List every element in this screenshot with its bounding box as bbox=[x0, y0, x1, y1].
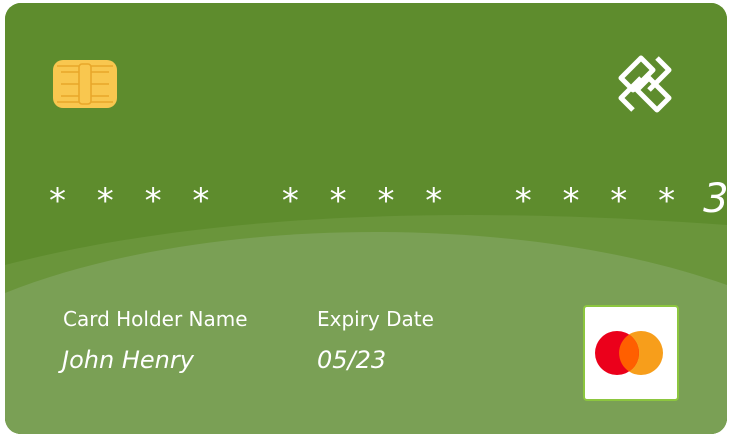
holder-name-label: Card Holder Name bbox=[63, 307, 248, 331]
credit-card: * * * * * * * * * * * * 3947 Card Holder… bbox=[5, 3, 727, 434]
card-number-last-four: 3947 bbox=[703, 176, 727, 222]
expiry-date-label: Expiry Date bbox=[317, 307, 434, 331]
card-background-wave bbox=[5, 3, 727, 434]
holder-name-value: John Henry bbox=[62, 346, 194, 374]
mastercard-badge bbox=[583, 305, 679, 401]
card-number-mask: * * * * * * * * * * * * bbox=[49, 181, 686, 221]
chain-link-logo-icon bbox=[618, 55, 672, 113]
expiry-date-value: 05/23 bbox=[317, 346, 387, 374]
card-number: * * * * * * * * * * * * 3947 bbox=[49, 179, 727, 221]
emv-chip-icon bbox=[53, 60, 117, 108]
mastercard-logo-icon bbox=[595, 331, 663, 375]
